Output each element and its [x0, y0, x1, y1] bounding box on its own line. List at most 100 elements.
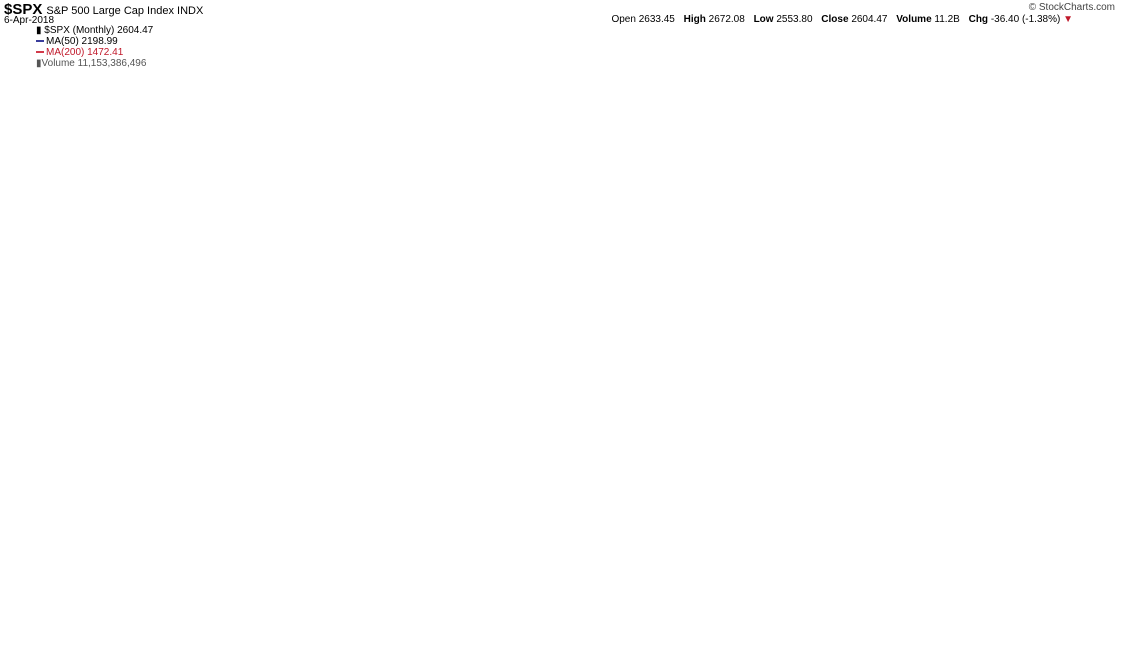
high-value: 2672.08 [708, 14, 745, 25]
candle-body [937, 75, 942, 85]
candle-body [772, 167, 777, 180]
volume-bar [953, 435, 957, 473]
x-tick-label-price: 2008 [492, 479, 515, 490]
candle-body [392, 273, 397, 277]
volume-bar [153, 449, 157, 473]
volume-bar [122, 450, 125, 473]
candle-body [862, 142, 867, 149]
volume-bar [271, 449, 275, 473]
candle-body [400, 266, 404, 270]
x-tick-label-price: 2004 [303, 479, 326, 490]
candle-body [102, 255, 106, 271]
candle-body [313, 309, 318, 312]
volume-bar [471, 427, 475, 473]
candle-body [321, 312, 326, 319]
volume-bar [859, 420, 863, 473]
volume-bar [357, 439, 361, 473]
volume-bar [243, 437, 247, 473]
osc-value-label: -30.46 [1081, 541, 1110, 552]
volume-bar [208, 448, 212, 473]
volume-bar [506, 395, 510, 473]
candle-body [360, 298, 365, 303]
volume-bar [820, 434, 824, 473]
x-tick-label-price: 2018 [962, 479, 985, 490]
volume-bar [941, 437, 945, 473]
volume-bar [377, 438, 380, 473]
volume-bar [463, 414, 467, 473]
volume-bar [565, 380, 569, 473]
volume-bar [486, 407, 490, 473]
volume-bar [706, 423, 710, 473]
volume-bar [94, 453, 98, 473]
volume-bar [879, 432, 882, 473]
volume-value: 11.2B [934, 14, 960, 25]
volume-bar [635, 398, 639, 473]
volume-bar [255, 442, 259, 473]
volume-bar [490, 417, 494, 473]
candle-body [78, 259, 83, 275]
candle-body [576, 313, 581, 323]
volume-bar [843, 433, 847, 473]
candle-body [635, 261, 640, 272]
candle-body [662, 293, 667, 311]
ma200-value-label-box [1076, 225, 1120, 239]
volume-bar [502, 413, 506, 473]
volume-bar [769, 429, 773, 473]
candle-body [266, 368, 271, 380]
candle-body [682, 243, 687, 254]
candle-body [62, 287, 67, 294]
x-tick-label-osc: 2016 [868, 654, 891, 665]
volume-bar [514, 398, 518, 473]
volume-bar [286, 450, 290, 473]
candle-body [427, 255, 432, 259]
x-tick-label-price: 2002 [209, 479, 232, 490]
volume-bar [871, 421, 875, 473]
volume-bar [710, 417, 714, 473]
candle-body [215, 311, 220, 328]
volume-bar [604, 391, 608, 473]
volume-bar [577, 400, 580, 473]
chart-date: 6-Apr-2018 [4, 15, 55, 26]
volume-bar [918, 434, 922, 473]
volume-bar [690, 423, 694, 473]
price-tick-label: 1700 [1081, 184, 1101, 194]
volume-bar [781, 425, 784, 473]
x-tick-label-price: 2007 [445, 479, 468, 490]
volume-bar [432, 433, 435, 473]
volume-bar [965, 431, 969, 473]
volume-bar [337, 447, 341, 473]
candle-body [521, 326, 526, 363]
volume-bar [553, 378, 557, 473]
candle-body [474, 215, 479, 226]
x-tick-label-osc: 2004 [303, 654, 326, 665]
candle-body [192, 326, 197, 340]
osc-value-box [1076, 538, 1118, 552]
x-tick-label-price: 2013 [727, 479, 750, 490]
volume-bar [204, 441, 208, 473]
volume-bar [149, 451, 153, 473]
x-tick-label-price: 2001 [162, 479, 185, 490]
volume-bar [828, 435, 831, 473]
x-tick-label-price: 2014 [774, 479, 797, 490]
volume-bar [75, 455, 78, 473]
candle-body [153, 254, 157, 267]
volume-bar [530, 372, 533, 473]
x-tick-label-price: 2006 [398, 479, 421, 490]
candle-body [780, 156, 785, 173]
candle-body [74, 273, 79, 277]
candle-body [90, 255, 95, 262]
volume-bar [561, 388, 565, 473]
candle-body [66, 277, 71, 289]
x-tick-label-price: 2012 [680, 479, 703, 490]
candle-body [796, 142, 801, 150]
candle-body [647, 253, 651, 270]
chg-label: Chg [968, 14, 989, 25]
candle-body [721, 224, 726, 239]
legend-volume: ▮Volume 11,153,386,496 [36, 58, 147, 69]
legend-ma50: MA(50) 2198.99 [36, 36, 118, 47]
volume-bar [683, 426, 686, 473]
x-tick-label-price: 2015 [821, 479, 844, 490]
volume-bar [816, 433, 820, 473]
candle-body [341, 290, 346, 293]
candle-body [168, 296, 173, 304]
